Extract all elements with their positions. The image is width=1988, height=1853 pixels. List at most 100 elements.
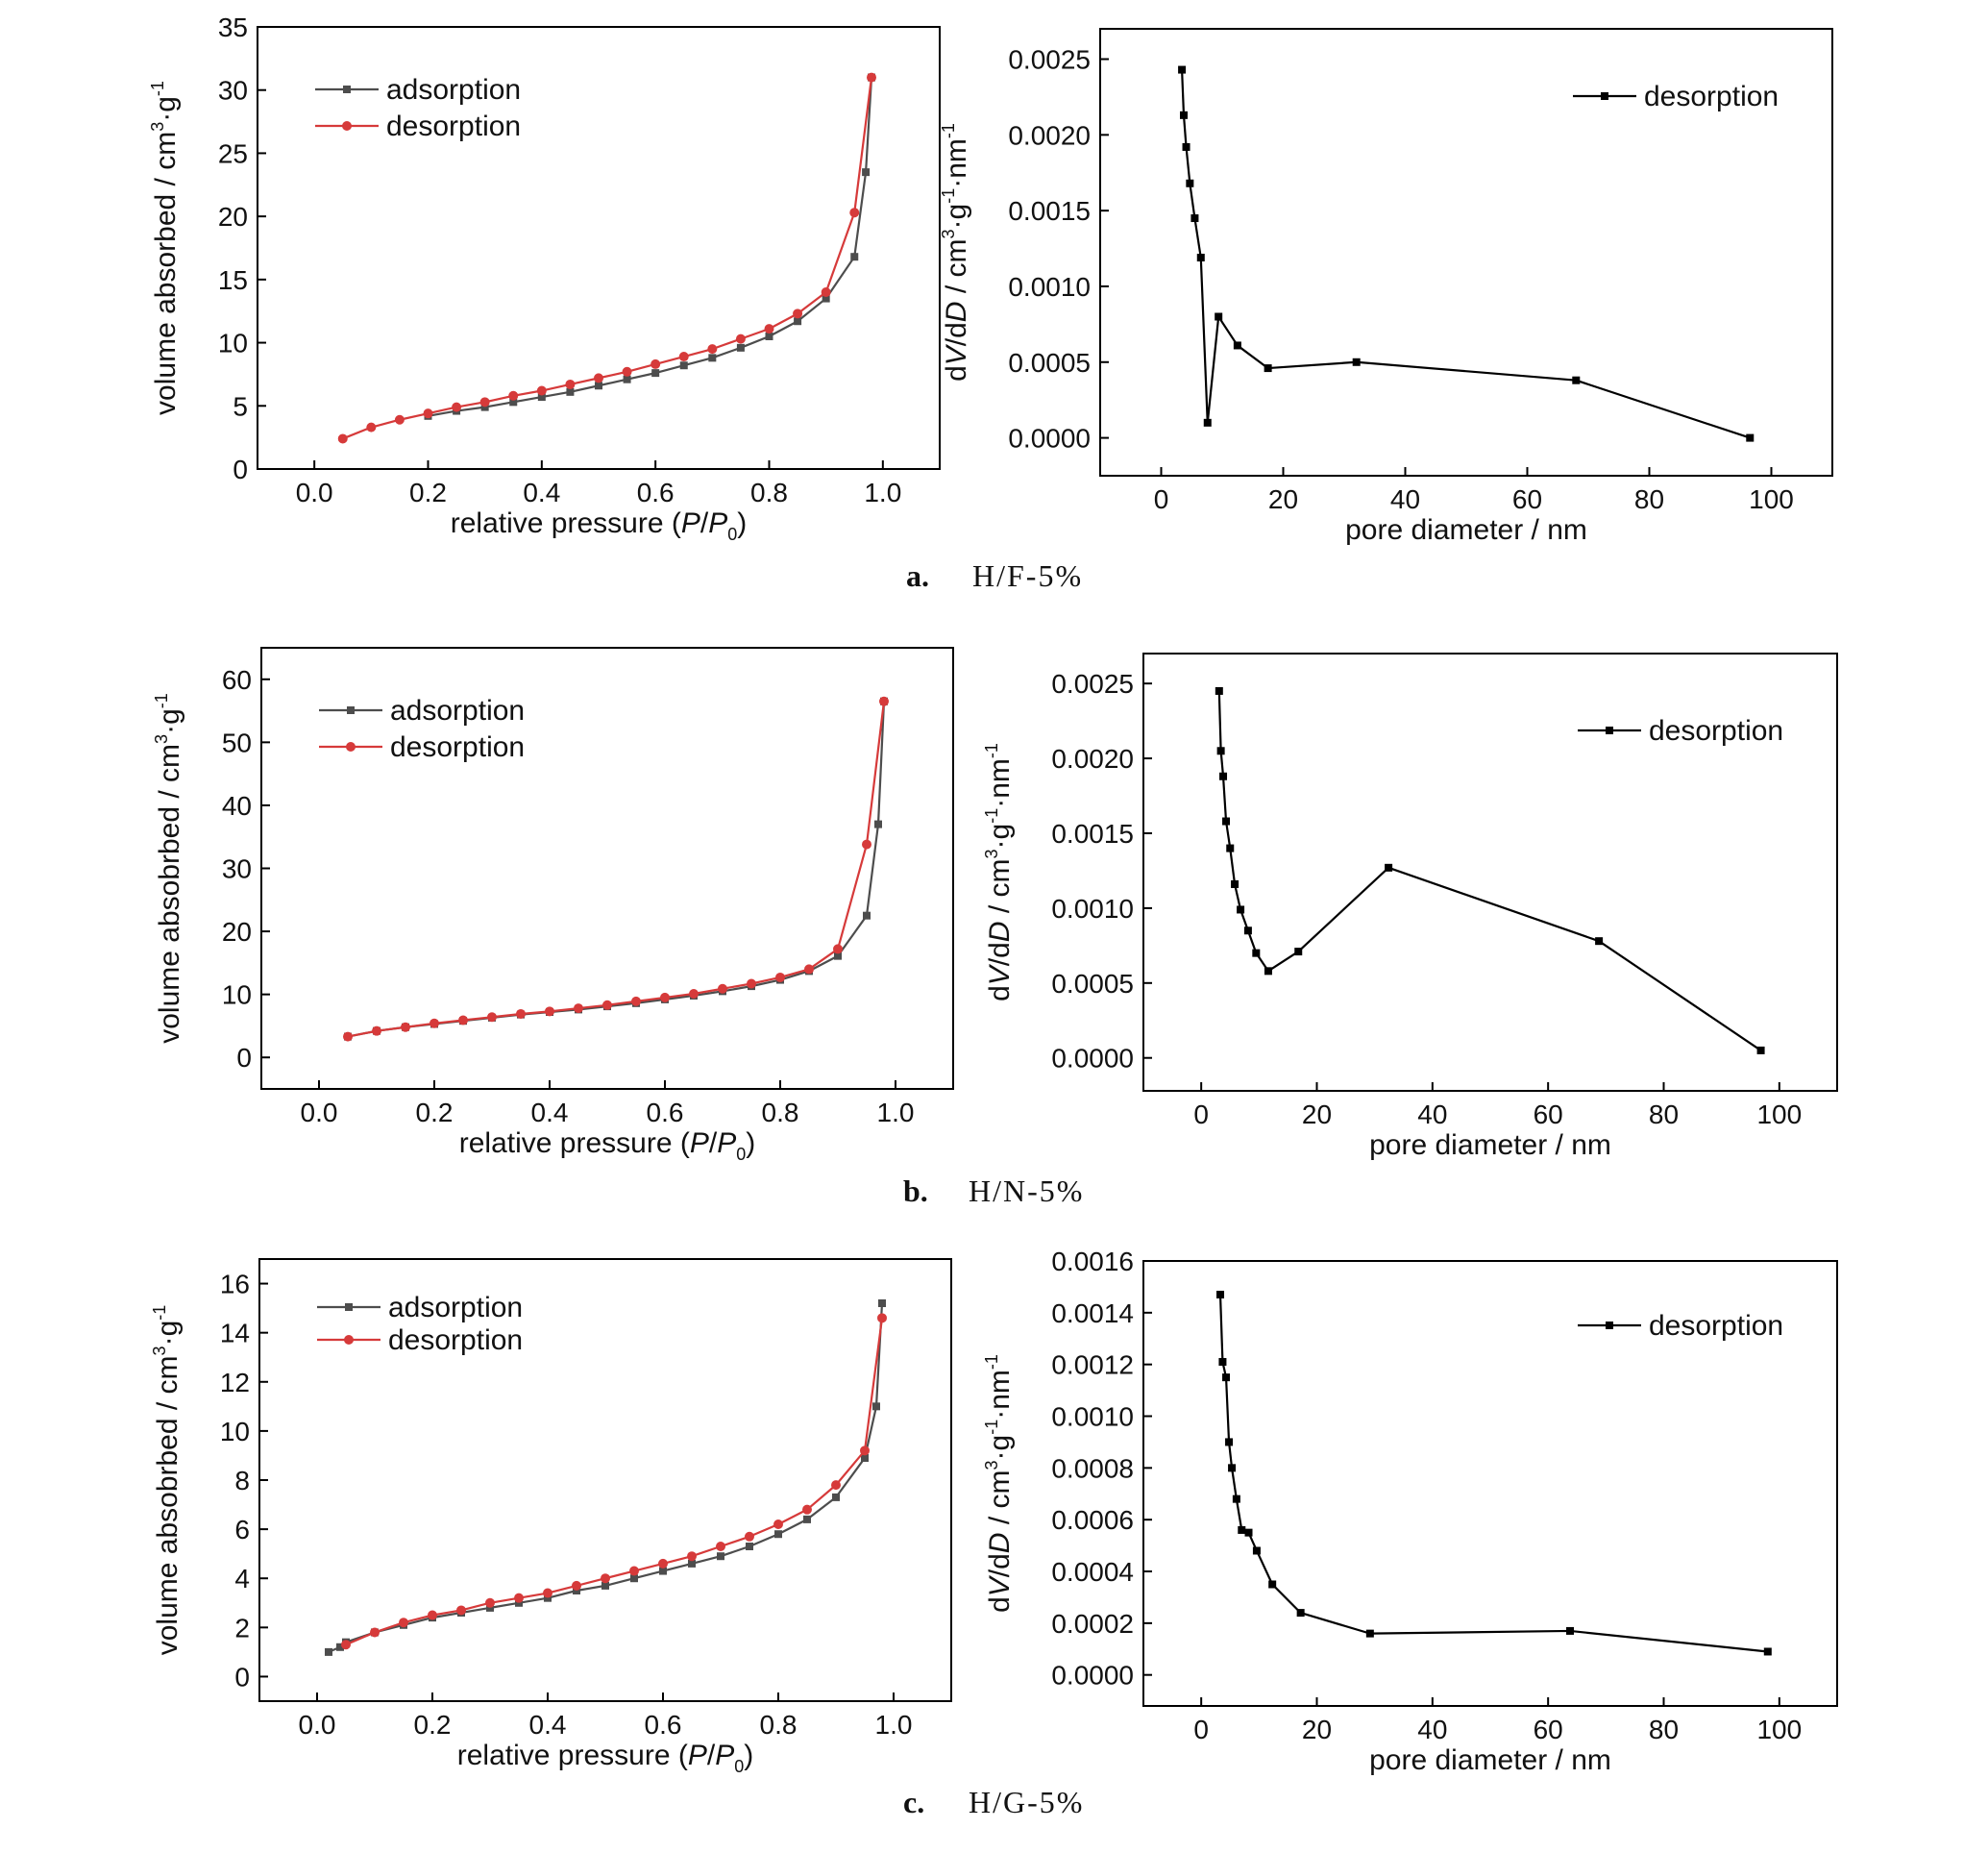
y-tick-label: 0: [233, 455, 248, 484]
data-point-desorption: [1763, 1647, 1772, 1656]
legend-label-desorption: desorption: [390, 731, 525, 763]
data-point-desorption: [687, 1551, 697, 1562]
data-point-adsorption: [325, 1647, 332, 1656]
data-point-desorption: [399, 1618, 408, 1628]
data-point-adsorption: [336, 1643, 344, 1651]
x-tick-label: 0.6: [637, 478, 675, 507]
data-point-desorption: [1215, 312, 1223, 321]
data-point-adsorption: [566, 387, 575, 396]
data-point-adsorption: [822, 294, 830, 303]
y-tick-label: 30: [218, 76, 248, 106]
data-point-desorption: [804, 964, 814, 975]
x-tick-label: 0.8: [750, 478, 788, 507]
y-tick-label: 0.0005: [1008, 348, 1091, 378]
data-point-desorption: [1238, 1525, 1246, 1534]
y-tick-label: 8: [234, 1466, 250, 1495]
y-tick-label: 10: [218, 329, 248, 358]
data-point-desorption: [545, 1006, 554, 1017]
data-point-desorption: [423, 408, 433, 419]
y-tick-label: 0.0012: [1051, 1350, 1134, 1380]
data-point-adsorption: [537, 393, 546, 402]
data-point-desorption: [574, 1003, 583, 1014]
y-tick-label: 60: [222, 665, 252, 695]
y-tick-label: 0.0002: [1051, 1609, 1134, 1639]
data-point-desorption: [1296, 1609, 1305, 1618]
data-point-desorption: [1219, 772, 1228, 780]
data-point-adsorption: [708, 354, 717, 362]
data-point-adsorption: [872, 1402, 880, 1411]
chart-a-iso: 0.0 0.2 0.4 0.6 0.8 1.0 0 5 10 15 20 25 30 35 relative…: [148, 12, 941, 544]
legend-label-desorption: desorption: [1649, 1310, 1783, 1342]
y-tick-label: 12: [220, 1368, 250, 1397]
data-point-desorption: [747, 978, 756, 989]
y-tick-label: 0: [234, 1662, 250, 1692]
y-tick-label: 14: [220, 1319, 250, 1348]
data-point-desorption: [487, 1012, 497, 1023]
data-point-desorption: [366, 422, 377, 432]
data-point-adsorption: [651, 369, 660, 378]
y-tick-label: 10: [222, 980, 252, 1010]
x-tick-label: 0.6: [647, 1098, 684, 1127]
legend-marker-desorption: [1606, 727, 1613, 734]
plot-frame: [257, 26, 941, 470]
data-point-adsorption: [659, 1567, 667, 1575]
data-point-desorption: [773, 1519, 783, 1529]
data-point-adsorption: [573, 1587, 580, 1594]
x-tick-label: 60: [1512, 484, 1542, 514]
x-axis-label: relative pressure (P/P0): [459, 1127, 755, 1164]
y-axis-label: volume absorbed / cm3·g-1: [148, 81, 182, 415]
y-tick-label: 2: [234, 1613, 250, 1643]
data-point-desorption: [718, 983, 727, 994]
data-point-desorption: [1252, 949, 1261, 957]
caption-a-label: a.: [906, 558, 929, 593]
series-desorption: [1215, 686, 1765, 1054]
data-point-desorption: [430, 1018, 439, 1028]
y-tick-label: 20: [222, 917, 252, 947]
y-tick-label: 15: [218, 265, 248, 295]
data-point-desorption: [543, 1588, 552, 1598]
data-point-desorption: [1222, 1373, 1231, 1382]
data-point-desorption: [689, 988, 699, 999]
chart-b-iso: 0.0 0.2 0.4 0.6 0.8 1.0 0 10 20 30 40 50 60 relative …: [152, 647, 954, 1164]
data-point-desorption: [860, 1445, 870, 1456]
data-point-desorption: [821, 287, 831, 297]
x-tick-label: 0.0: [296, 478, 333, 507]
legend-label-adsorption: adsorption: [386, 74, 521, 106]
y-tick-label: 25: [218, 138, 248, 168]
caption-c-label: c.: [903, 1785, 924, 1819]
data-point-desorption: [658, 1558, 668, 1569]
y-axis-label: dV/dD / cm3·g-1·nm-1: [939, 123, 972, 382]
data-point-desorption: [775, 972, 785, 982]
y-axis-label: volume absobrbed / cm3·g-1: [152, 693, 185, 1044]
y-tick-label: 0.0006: [1051, 1505, 1134, 1535]
data-point-adsorption: [803, 1515, 811, 1523]
plot-frame: [1142, 653, 1838, 1092]
series-desorption: [1216, 1290, 1772, 1656]
data-point-adsorption: [765, 333, 773, 340]
legend-marker-desorption: [1601, 92, 1608, 100]
y-tick-label: 0.0010: [1008, 272, 1091, 302]
plot-frame: [260, 647, 954, 1090]
x-axis-label: pore diameter / nm: [1369, 1129, 1611, 1161]
data-point-adsorption: [774, 1530, 782, 1539]
y-tick-label: 4: [234, 1564, 250, 1594]
chart-b-psd: 0 20 40 60 80 100 0.0000 0.0005 0.0010 0.0015 0.00…: [982, 653, 1838, 1161]
data-point-desorption: [1179, 111, 1188, 119]
y-tick-label: 20: [218, 202, 248, 232]
data-point-desorption: [1746, 433, 1755, 442]
legend-label-desorption: desorption: [388, 1324, 523, 1356]
data-point-desorption: [1252, 1546, 1261, 1555]
captions: a. H/F-5% b. H/N-5% c. H/G-5%: [903, 558, 1082, 1819]
x-axis-label: relative pressure (P/P0): [457, 1740, 753, 1776]
y-tick-label: 0.0025: [1008, 45, 1091, 75]
data-point-desorption: [862, 839, 871, 850]
y-tick-label: 0.0015: [1008, 196, 1091, 226]
data-point-desorption: [572, 1580, 581, 1591]
data-point-desorption: [428, 1610, 437, 1620]
data-point-adsorption: [480, 403, 489, 411]
data-point-desorption: [1196, 254, 1205, 262]
x-tick-label: 20: [1302, 1099, 1332, 1129]
series-line-desorption: [1218, 1294, 1768, 1653]
data-point-desorption: [678, 352, 689, 362]
